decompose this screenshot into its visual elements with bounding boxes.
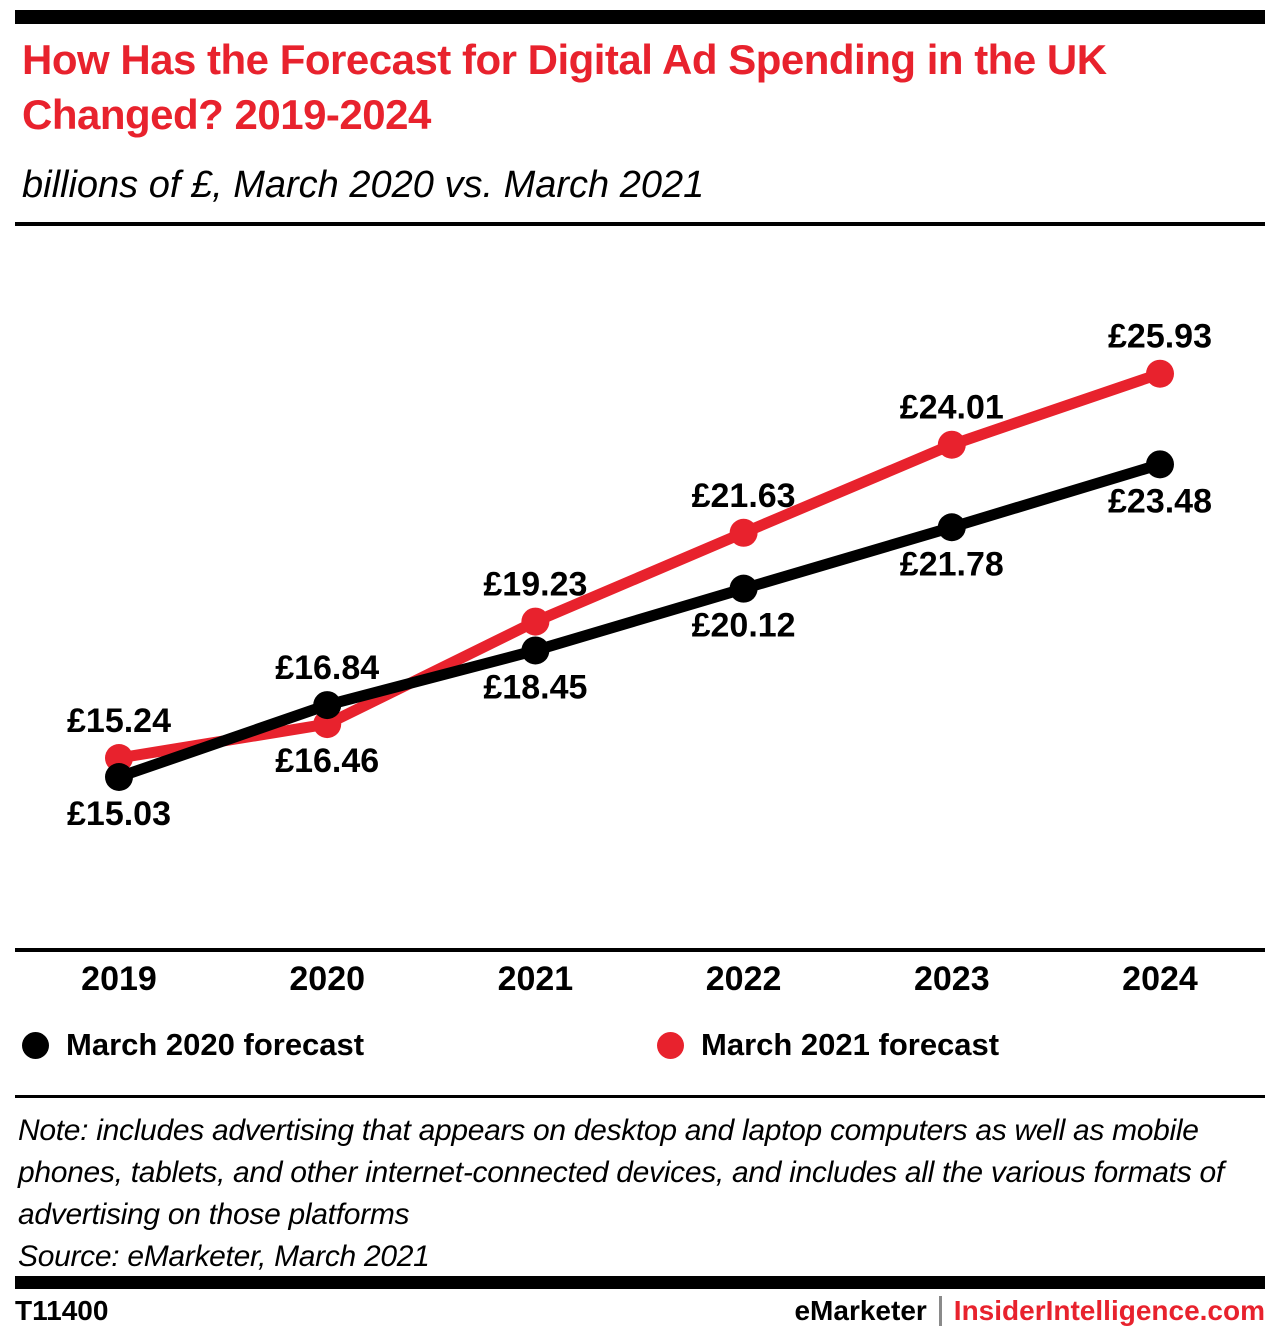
data-label: £15.24 — [67, 702, 171, 740]
data-point — [937, 430, 966, 459]
data-label: £18.45 — [483, 668, 587, 706]
brand-insider-intelligence: InsiderIntelligence.com — [953, 1294, 1265, 1326]
x-axis-tick-label: 2022 — [706, 960, 782, 998]
line-chart: £15.24 £15.03 £16.84 £16.46 £19.23 £18.45 £21.… — [15, 318, 1265, 998]
data-point — [729, 574, 758, 603]
top-rule-bar — [15, 10, 1265, 24]
data-label: £21.78 — [900, 545, 1004, 583]
page-subtitle: billions of £, March 2020 vs. March 2021 — [22, 164, 705, 206]
data-point — [313, 691, 342, 720]
footer-brands: eMarketer InsiderIntelligence.com — [794, 1295, 1265, 1327]
legend-marker-red-icon — [657, 1031, 684, 1059]
legend-label: March 2020 forecast — [66, 1027, 365, 1062]
legend-marker-black-icon — [22, 1031, 49, 1059]
x-axis-line — [15, 948, 1265, 952]
data-point — [521, 607, 550, 636]
data-label: £15.03 — [67, 795, 171, 833]
note-block: Note: includes advertising that appears … — [18, 1110, 1266, 1278]
chart-id: T11400 — [15, 1294, 109, 1326]
legend-item-march-2020: March 2020 forecast — [22, 1022, 364, 1068]
data-point — [1146, 359, 1174, 388]
data-label: £16.84 — [275, 649, 379, 687]
series-line — [113, 368, 1166, 764]
x-axis-tick-label: 2024 — [1122, 960, 1198, 998]
brand-separator — [938, 1295, 942, 1326]
data-point — [937, 513, 966, 542]
page-title: How Has the Forecast for Digital Ad Spen… — [22, 36, 1107, 139]
chart-legend: March 2020 forecast March 2021 forecast — [0, 1022, 1280, 1068]
data-label: £25.93 — [1108, 318, 1212, 356]
series-line — [113, 458, 1166, 783]
data-label: £21.63 — [692, 477, 796, 515]
data-label: £23.48 — [1108, 482, 1212, 520]
data-label: £20.12 — [692, 607, 796, 645]
x-axis-tick-label: 2019 — [81, 960, 157, 998]
x-axis-tick-label: 2021 — [498, 960, 574, 998]
data-point — [105, 763, 133, 791]
x-axis-tick-label: 2023 — [914, 960, 990, 998]
legend-label: March 2021 forecast — [701, 1027, 1000, 1062]
note-text: Note: includes advertising that appears … — [18, 1114, 1224, 1231]
note-divider-rule — [15, 1095, 1265, 1098]
x-axis-tick-label: 2020 — [289, 960, 365, 998]
data-point — [1146, 450, 1174, 479]
header-divider-rule — [15, 222, 1265, 226]
footer-rule-bar — [15, 1276, 1265, 1289]
source-text: Source: eMarketer, March 2021 — [18, 1240, 430, 1273]
brand-emarketer: eMarketer — [794, 1294, 927, 1326]
legend-item-march-2021: March 2021 forecast — [657, 1022, 999, 1068]
data-label: £24.01 — [900, 389, 1004, 427]
footer: T11400 eMarketer InsiderIntelligence.com — [15, 1294, 1265, 1327]
data-point — [729, 518, 758, 547]
data-label: £19.23 — [483, 566, 587, 604]
data-point — [521, 636, 550, 665]
data-label: £16.46 — [275, 742, 379, 780]
